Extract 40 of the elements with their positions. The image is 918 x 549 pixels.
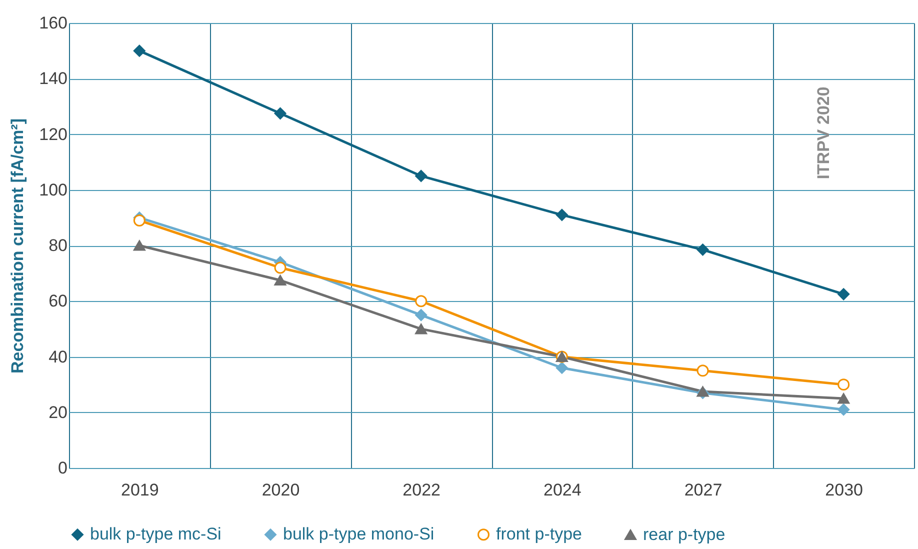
point: [556, 208, 568, 221]
legend-label: bulk p-type mc-Si: [90, 524, 222, 544]
point: [838, 393, 850, 404]
point: [133, 44, 146, 57]
point: [838, 378, 850, 391]
legend-label: rear p-type: [643, 524, 726, 544]
y-tick-label: 40: [48, 347, 68, 366]
y-tick-label: 140: [39, 69, 68, 88]
y-tick-label: 160: [39, 14, 68, 32]
point: [274, 262, 286, 274]
y-tick-label: 60: [48, 292, 68, 311]
point: [838, 288, 850, 300]
point: [274, 274, 286, 286]
x-tick-label: 2030: [825, 480, 863, 500]
y-tick-label: 20: [48, 402, 68, 422]
x-tick-label: 2024: [544, 480, 582, 500]
y-tick-label: 0: [58, 458, 68, 478]
y-axis-title: Recombination current [fA/cm²]: [8, 118, 28, 374]
x-tick-label: 2020: [262, 480, 300, 500]
y-tick-label: 80: [48, 236, 68, 255]
point: [415, 170, 428, 182]
y-tick-label: 100: [39, 180, 68, 200]
point: [696, 364, 709, 377]
y-tick-label: 120: [39, 124, 68, 144]
point: [415, 295, 428, 308]
legend-label: bulk p-type mono-Si: [283, 524, 434, 544]
point: [274, 107, 286, 120]
point: [696, 244, 709, 256]
point: [415, 309, 428, 322]
x-tick-label: 2022: [402, 480, 440, 500]
x-tick-label: 2019: [121, 480, 159, 500]
x-tick-label: 2027: [684, 480, 722, 500]
legend-label: front p-type: [496, 524, 582, 544]
point: [133, 240, 146, 251]
point: [415, 324, 428, 334]
point: [838, 404, 850, 416]
annotation: ITRPV 2020: [814, 86, 833, 180]
point: [696, 386, 709, 397]
point: [133, 214, 146, 226]
point: [556, 362, 568, 374]
